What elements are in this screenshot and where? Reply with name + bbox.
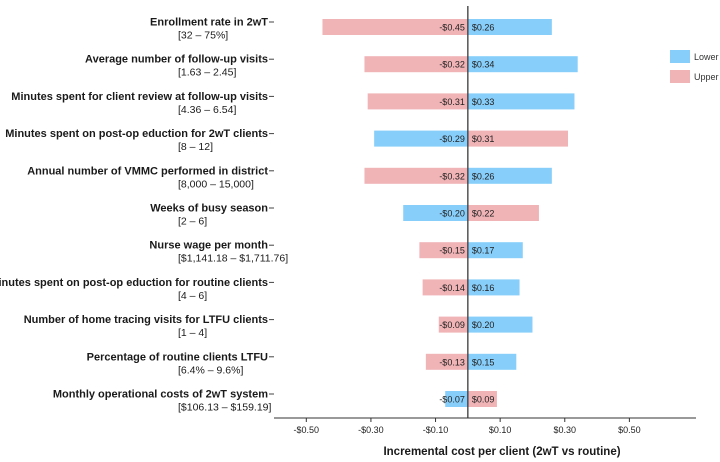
value-label-positive: $0.31 bbox=[472, 134, 495, 144]
bar-positive bbox=[467, 242, 523, 259]
value-label-negative: -$0.31 bbox=[439, 97, 465, 107]
parameter-name: Monthly operational costs of 2wT system bbox=[53, 389, 268, 401]
x-tick-label: $0.50 bbox=[618, 425, 641, 435]
bar-negative bbox=[445, 391, 468, 407]
bar-negative bbox=[364, 56, 468, 73]
bar-negative bbox=[374, 130, 468, 147]
legend-swatch bbox=[670, 70, 690, 83]
value-label-negative: -$0.32 bbox=[439, 171, 465, 181]
x-tick-label: -$0.30 bbox=[358, 425, 384, 435]
value-label-positive: $0.33 bbox=[472, 97, 495, 107]
bar-negative bbox=[419, 242, 468, 259]
value-label-positive: $0.20 bbox=[472, 320, 495, 330]
legend-label: Upper bbox=[694, 72, 719, 82]
value-label-negative: -$0.15 bbox=[439, 246, 465, 256]
bar-negative bbox=[403, 205, 468, 221]
parameter-range: [$1,141.18 – $1,711.76] bbox=[178, 253, 288, 265]
parameter-name: Minutes spent on post-op eduction for ro… bbox=[0, 277, 268, 289]
parameter-range: [$106.13 – $159.19] bbox=[178, 402, 272, 414]
parameter-name: Percentage of routine clients LTFU bbox=[87, 351, 268, 363]
bar-positive bbox=[467, 205, 539, 221]
legend-swatch bbox=[670, 50, 690, 63]
value-label-negative: -$0.20 bbox=[439, 209, 465, 219]
value-label-positive: $0.09 bbox=[472, 395, 495, 405]
bar-positive bbox=[467, 56, 578, 73]
parameter-name: Minutes spent for client review at follo… bbox=[11, 91, 268, 103]
value-label-negative: -$0.09 bbox=[439, 320, 465, 330]
value-label-positive: $0.26 bbox=[472, 23, 495, 33]
parameter-name: Average number of follow-up visits bbox=[85, 54, 268, 66]
x-tick-label: -$0.50 bbox=[294, 425, 320, 435]
bar-negative bbox=[425, 353, 468, 370]
parameter-name: Annual number of VMMC performed in distr… bbox=[27, 165, 268, 177]
value-label-positive: $0.22 bbox=[472, 209, 495, 219]
x-tick-label: $0.10 bbox=[489, 425, 512, 435]
value-label-negative: -$0.13 bbox=[439, 357, 465, 367]
bar-negative bbox=[367, 93, 468, 110]
x-tick-label: $0.30 bbox=[554, 425, 577, 435]
parameter-range: [4.36 – 6.54] bbox=[178, 104, 236, 116]
legend-label: Lower bbox=[694, 52, 719, 62]
bar-positive bbox=[467, 93, 575, 110]
parameter-range: [8,000 – 15,000] bbox=[178, 178, 254, 190]
value-label-negative: -$0.29 bbox=[439, 134, 465, 144]
value-label-positive: $0.17 bbox=[472, 246, 495, 256]
parameter-name: Weeks of busy season bbox=[150, 203, 268, 215]
bar-positive bbox=[467, 130, 568, 147]
bar-positive bbox=[467, 353, 517, 370]
parameter-range: [32 – 75%] bbox=[178, 30, 228, 42]
bar-positive bbox=[467, 279, 520, 296]
value-label-positive: $0.16 bbox=[472, 283, 495, 293]
bar-negative bbox=[422, 279, 468, 296]
parameter-name: Enrollment rate in 2wT bbox=[150, 17, 268, 29]
parameter-name: Nurse wage per month bbox=[149, 240, 268, 252]
parameter-range: [1 – 4] bbox=[178, 327, 207, 339]
bar-positive bbox=[467, 391, 497, 407]
parameter-name: Number of home tracing visits for LTFU c… bbox=[24, 314, 268, 326]
bar-negative bbox=[364, 167, 468, 184]
bar-negative bbox=[438, 316, 468, 333]
parameter-name: Minutes spent on post-op eduction for 2w… bbox=[5, 128, 268, 140]
value-label-negative: -$0.14 bbox=[439, 283, 465, 293]
value-label-positive: $0.15 bbox=[472, 357, 495, 367]
bar-positive bbox=[467, 316, 533, 333]
value-label-positive: $0.34 bbox=[472, 60, 495, 70]
bar-positive bbox=[467, 167, 552, 184]
bar-negative bbox=[322, 19, 468, 35]
parameter-range: [8 – 12] bbox=[178, 141, 213, 153]
value-label-positive: $0.26 bbox=[472, 171, 495, 181]
value-label-negative: -$0.45 bbox=[439, 23, 465, 33]
x-axis-title: Incremental cost per client (2wT vs rout… bbox=[383, 446, 620, 458]
value-label-negative: -$0.32 bbox=[439, 60, 465, 70]
parameter-range: [4 – 6] bbox=[178, 290, 207, 302]
parameter-range: [6.4% – 9.6%] bbox=[178, 364, 243, 376]
bar-positive bbox=[467, 19, 552, 35]
parameter-range: [2 – 6] bbox=[178, 216, 207, 228]
x-tick-label: -$0.10 bbox=[423, 425, 449, 435]
parameter-range: [1.63 – 2.45] bbox=[178, 67, 236, 79]
value-label-negative: -$0.07 bbox=[439, 395, 465, 405]
